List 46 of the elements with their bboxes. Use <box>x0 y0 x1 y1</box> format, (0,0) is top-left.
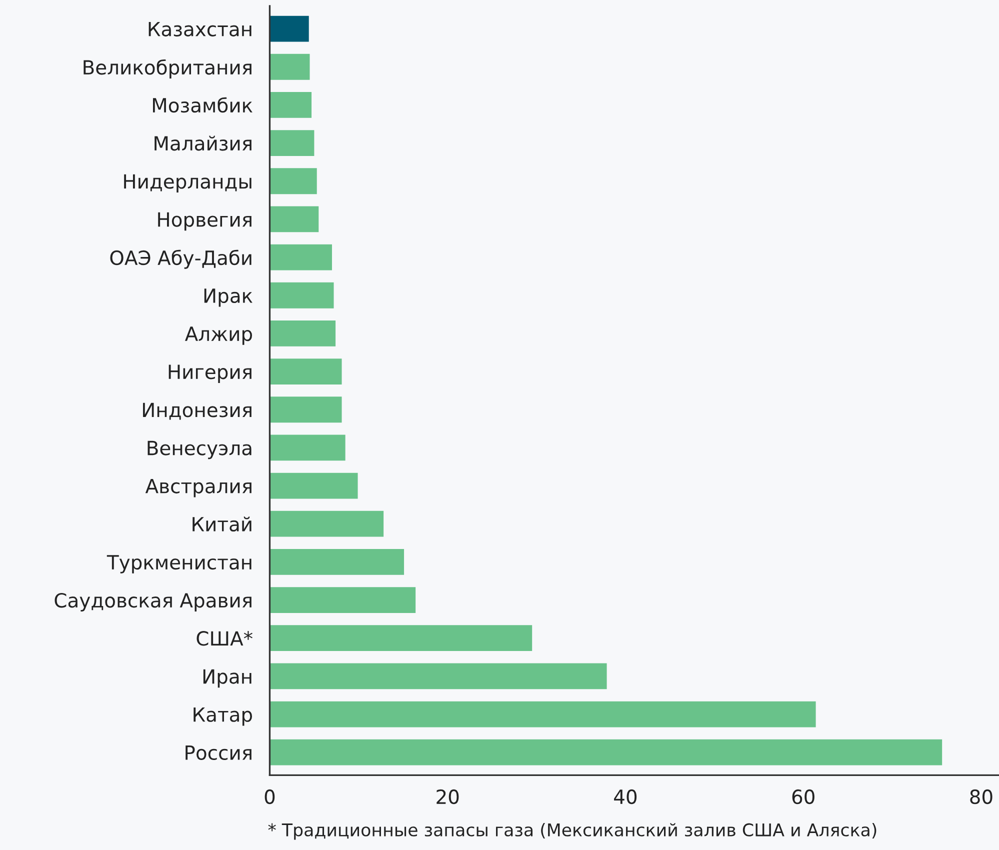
bar <box>270 472 358 499</box>
y-tick-label: Туркменистан <box>106 555 252 574</box>
bar <box>270 92 312 118</box>
bar <box>270 16 309 42</box>
y-tick-label: Китай <box>192 516 252 532</box>
y-tick-label: Алжир <box>184 326 252 345</box>
bar <box>270 587 416 613</box>
y-tick-label: Нидерланды <box>124 174 252 193</box>
y-tick-label: Венесуэла <box>148 440 252 460</box>
bar <box>270 206 319 232</box>
bar <box>270 130 314 156</box>
y-tick-label: Норвегия <box>158 212 252 231</box>
y-tick-label: Иран <box>203 669 252 688</box>
x-tick-label: 20 <box>436 789 459 804</box>
y-tick-label: Катар <box>194 707 252 726</box>
y-tick-label: Австралия <box>145 478 252 498</box>
y-tick-label: Россия <box>186 746 252 760</box>
y-tick-label: Казахстан <box>148 22 252 36</box>
text: * Традиционные запасы газа (Мексиканский залив США и Аляска) <box>268 823 876 840</box>
x-tick-label: 60 <box>792 789 814 804</box>
y-tick-label: Ирак <box>204 288 252 307</box>
x-tick-label: 0 <box>264 789 275 804</box>
bar <box>270 54 310 80</box>
x-tick-label: 40 <box>614 789 637 804</box>
y-tick-label: Мозамбик <box>153 97 252 113</box>
bar <box>270 282 334 308</box>
y-tick-label: Малайзия <box>154 136 252 151</box>
y-tick-label: США* <box>196 631 252 646</box>
y-tick-label: Индонезия <box>143 402 252 420</box>
bar <box>270 168 317 194</box>
bar <box>270 244 332 270</box>
y-tick-label: ОАЭ Абу-Даби <box>110 250 252 269</box>
bar <box>270 701 816 728</box>
bar <box>270 510 384 537</box>
bar <box>270 625 532 652</box>
y-tick-label: Нигерия <box>168 364 252 383</box>
x-tick-label: 80 <box>970 789 992 804</box>
bar <box>270 434 346 461</box>
bar <box>270 548 404 575</box>
bar <box>270 739 942 766</box>
bar <box>270 663 607 690</box>
bar <box>270 320 336 346</box>
bar <box>270 358 342 384</box>
y-tick-label: Великобритания <box>84 59 252 78</box>
y-tick-label: Саудовская Аравия <box>54 592 252 612</box>
bar <box>270 396 342 423</box>
